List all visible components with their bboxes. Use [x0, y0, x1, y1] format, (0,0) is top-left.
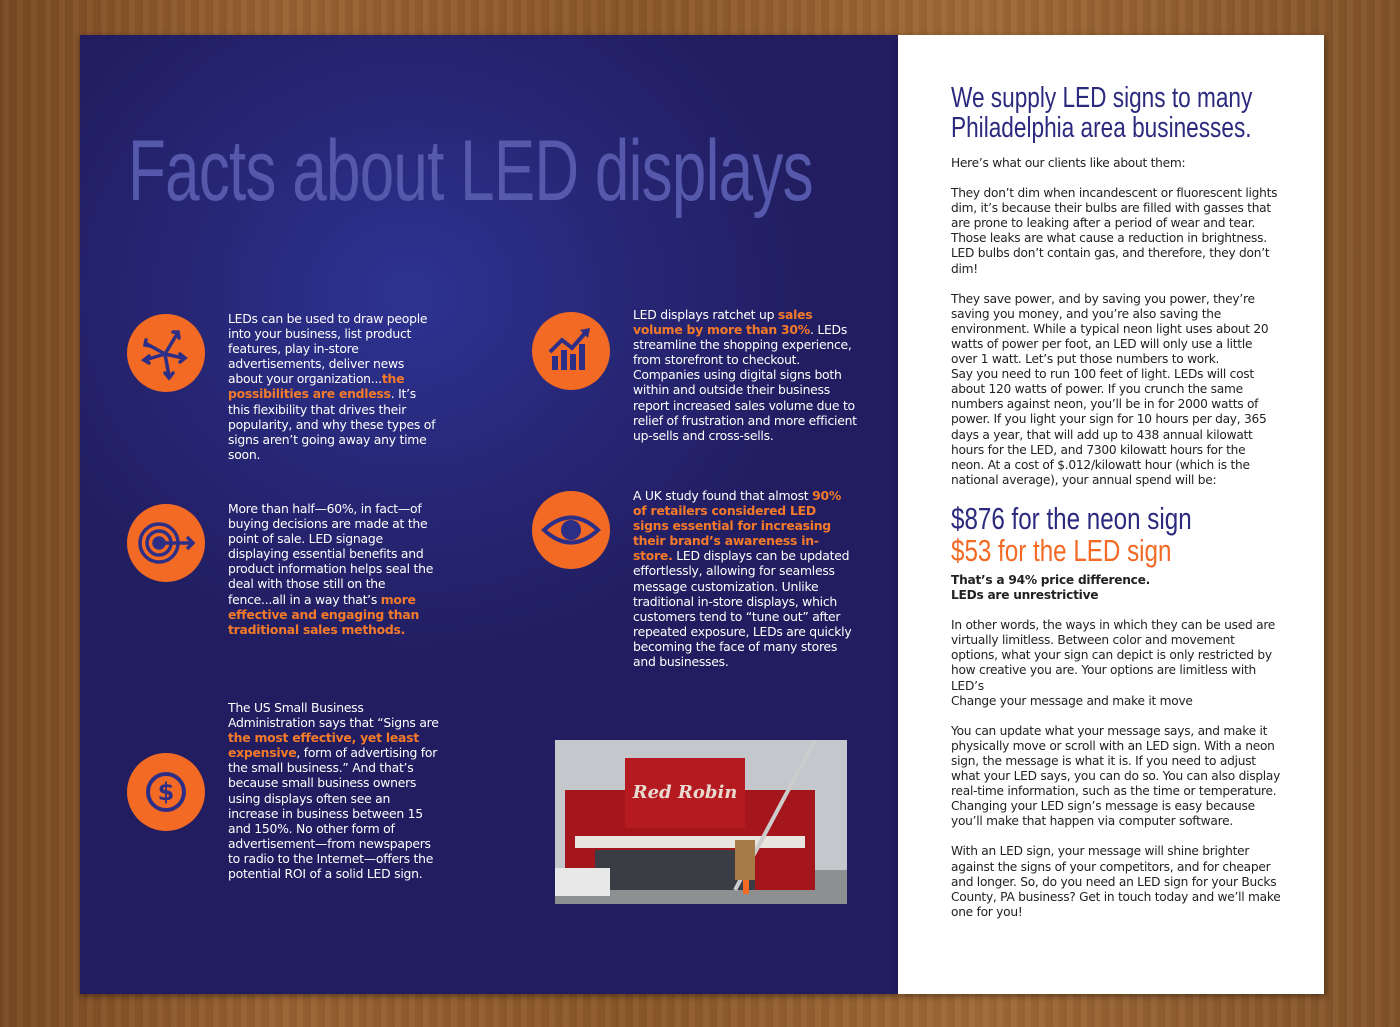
dollar-coin-icon: $	[127, 753, 205, 831]
right-heading: We supply LED signs to many Philadelphia …	[951, 82, 1253, 144]
paragraph-power-math: Say you need to run 100 feet of light. L…	[951, 367, 1267, 487]
fact-sales-volume: LED displays ratchet up sales volume by …	[633, 307, 857, 443]
eye-icon	[532, 491, 610, 569]
unrestrictive-heading: LEDs are unrestrictive	[951, 588, 1099, 603]
paragraph-limitless: In other words, the ways in which they c…	[951, 618, 1276, 693]
fact-small-business: The US Small Business Administration say…	[228, 700, 439, 882]
svg-text:$: $	[158, 778, 175, 806]
red-robin-sign: Red Robin	[632, 782, 738, 803]
growth-chart-icon	[532, 312, 610, 390]
paragraph-dimming: They don’t dim when incandescent or fluo…	[951, 186, 1278, 276]
paragraph-closing: With an LED sign, your message will shin…	[951, 844, 1281, 919]
intro: Here’s what our clients like about them:	[951, 156, 1186, 170]
paragraph-power: They save power, and by saving you power…	[951, 291, 1269, 367]
target-icon	[127, 504, 205, 582]
arrows-spread-icon	[127, 314, 205, 392]
fact-possibilities: LEDs can be used to draw people into you…	[228, 311, 436, 462]
fact-point-of-sale: More than half—60%, in fact—of buying de…	[228, 501, 434, 637]
right-body-bottom: That’s a 94% price difference. LEDs are …	[951, 573, 1281, 920]
right-body-top: Here’s what our clients like about them:…	[951, 156, 1281, 488]
page-title: Facts about LED displays	[128, 123, 814, 219]
fact-uk-study: A UK study found that almost 90% of reta…	[633, 488, 852, 670]
price-difference: That’s a 94% price difference.	[951, 573, 1151, 587]
change-message-heading: Change your message and make it move	[951, 693, 1193, 708]
storefront-photo: Red Robin	[555, 740, 847, 904]
paragraph-update-message: You can update what your message says, a…	[951, 723, 1281, 829]
neon-cost: $876 for the neon sign	[951, 501, 1192, 536]
led-cost: $53 for the LED sign	[951, 533, 1172, 568]
brochure-right-panel	[898, 35, 1324, 994]
